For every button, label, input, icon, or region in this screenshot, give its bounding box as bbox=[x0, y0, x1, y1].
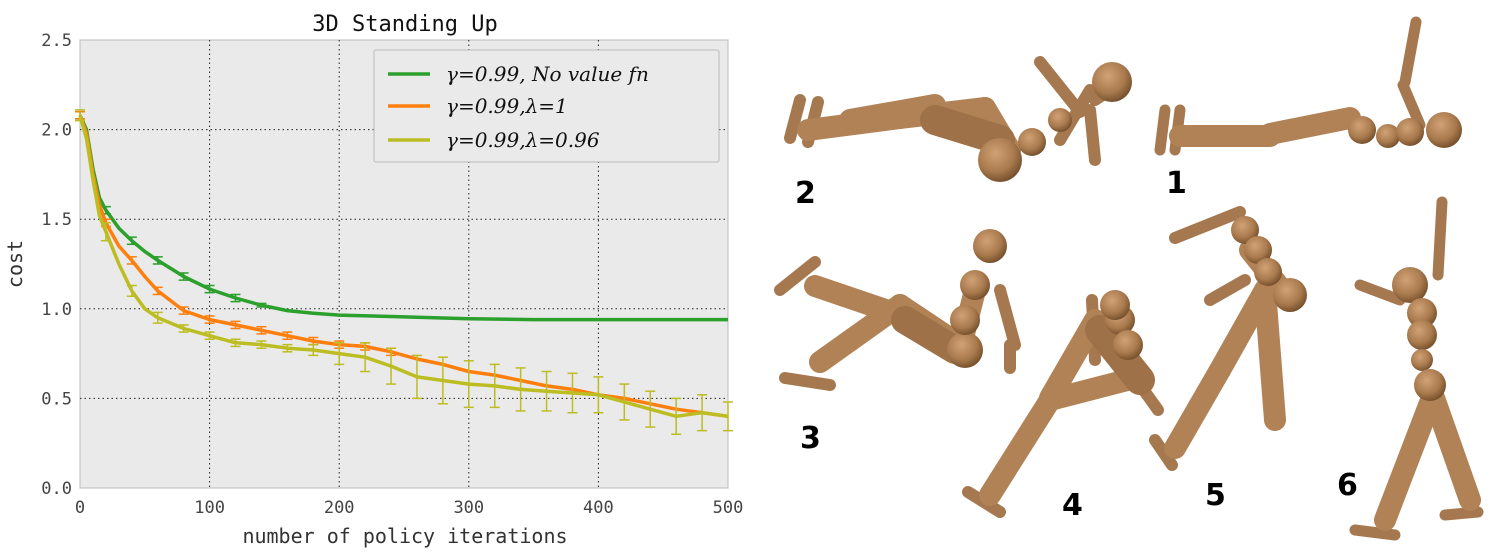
legend-entry: γ=0.99,λ=0.96 bbox=[388, 128, 600, 152]
legend-entry: γ=0.99, No value fn bbox=[388, 62, 649, 86]
x-tick-label: 0 bbox=[75, 498, 85, 518]
series-line bbox=[78, 114, 729, 419]
humanoid-pose-4: 4 bbox=[962, 290, 1164, 523]
humanoid-pose-6: 6 bbox=[1337, 196, 1484, 541]
x-tick-label: 100 bbox=[194, 498, 225, 518]
y-axis-label: cost bbox=[3, 240, 27, 288]
legend: γ=0.99, No value fn γ=0.99,λ=1 γ=0.99,λ=… bbox=[373, 49, 720, 163]
y-tick-label: 1.5 bbox=[41, 210, 72, 230]
x-tick-label: 400 bbox=[583, 498, 614, 518]
y-tick-label: 2.0 bbox=[41, 121, 72, 141]
legend-label: γ=0.99, No value fn bbox=[446, 62, 649, 86]
legend-entry: γ=0.99,λ=1 bbox=[388, 94, 568, 118]
y-tick-label: 1.0 bbox=[41, 300, 72, 320]
humanoid-pose-1: 1 bbox=[1154, 16, 1462, 201]
legend-box bbox=[373, 49, 720, 163]
chart-title: 3D Standing Up bbox=[312, 12, 497, 37]
x-tick-label: 300 bbox=[453, 498, 484, 518]
legend-label: γ=0.99,λ=0.96 bbox=[446, 128, 600, 152]
series-3 bbox=[75, 109, 733, 435]
pose-number: 4 bbox=[1062, 488, 1083, 523]
pose-number: 2 bbox=[795, 176, 816, 211]
pose-number: 3 bbox=[800, 421, 821, 456]
pose-number: 5 bbox=[1205, 478, 1226, 513]
pose-number: 6 bbox=[1337, 468, 1358, 503]
series-line bbox=[78, 114, 728, 322]
y-tick-label: 0.0 bbox=[41, 479, 72, 499]
humanoid-pose-2: 2 bbox=[784, 56, 1132, 211]
x-tick-label: 500 bbox=[713, 498, 744, 518]
humanoid-pose-5: 5 bbox=[1149, 206, 1307, 513]
pose-number: 1 bbox=[1166, 166, 1187, 201]
humanoid-standing-sequence: 2 1 bbox=[774, 16, 1484, 541]
x-axis-label: number of policy iterations bbox=[242, 524, 567, 548]
tick-labels: 0 100 200 300 400 500 0.0 0.5 1.0 1.5 2.0 2.5 bbox=[41, 31, 743, 518]
legend-label: γ=0.99,λ=1 bbox=[446, 94, 568, 118]
cost-chart: 0 100 200 300 400 500 0.0 0.5 1.0 1.5 2.0 2.5 3D St… bbox=[3, 12, 743, 548]
series-layer bbox=[75, 109, 733, 435]
x-tick-label: 200 bbox=[324, 498, 355, 518]
y-tick-label: 0.5 bbox=[41, 389, 72, 409]
y-tick-label: 2.5 bbox=[41, 31, 72, 51]
humanoid-pose-3: 3 bbox=[774, 229, 1021, 456]
